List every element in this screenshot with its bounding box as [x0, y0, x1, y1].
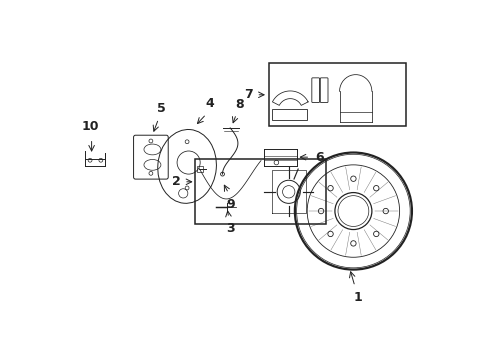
Bar [268, 63, 405, 126]
Text: 8: 8 [235, 98, 243, 111]
Bar [197, 166, 203, 172]
Text: 6: 6 [314, 150, 323, 164]
Bar [271, 109, 306, 120]
Text: 9: 9 [225, 198, 234, 211]
Text: 5: 5 [157, 102, 166, 115]
Text: 2: 2 [172, 175, 181, 188]
Text: 1: 1 [353, 291, 362, 304]
Text: 4: 4 [205, 97, 214, 110]
Text: 10: 10 [81, 120, 99, 133]
Text: 7: 7 [244, 88, 253, 101]
Text: 3: 3 [225, 222, 234, 235]
Bar [194, 159, 325, 224]
